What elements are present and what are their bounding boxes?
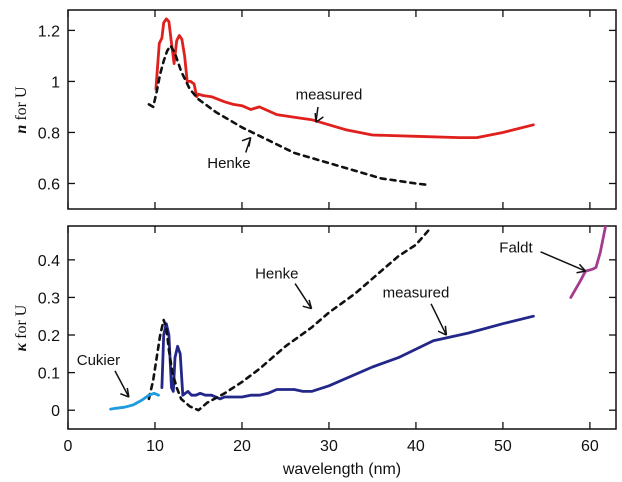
bottom-annotation-faldt: Faldt — [499, 239, 533, 256]
top-annotation-henke: Henke — [207, 155, 250, 172]
top-y-axis-symbol: n — [13, 125, 30, 134]
bottom-y-axis-symbol: κ — [13, 342, 30, 351]
x-tick-label: 50 — [494, 438, 512, 455]
x-axis-label: wavelength (nm) — [282, 461, 401, 478]
bottom-y-tick-label: 0.3 — [38, 290, 60, 307]
bottom-panel: 0 0.1 0.2 0.3 0.4 0 10 20 30 40 50 60 Henke measured C… — [38, 226, 616, 455]
top-panel-frame — [67, 9, 617, 210]
bottom-annotation-arrow-cukier — [114, 370, 130, 398]
bottom-annotation-cukier: Cukier — [77, 352, 120, 369]
bottom-y-tick-label: 0.1 — [38, 366, 60, 383]
bottom-series-henke — [147, 228, 431, 412]
top-y-axis-suffix: for U — [13, 86, 30, 125]
top-annotation-arrowhead-henke — [241, 136, 252, 147]
top-y-tick-label: 1.2 — [38, 23, 60, 40]
x-tick-label: 10 — [146, 438, 164, 455]
x-tick-label: 40 — [407, 438, 425, 455]
x-tick-label: 20 — [233, 438, 251, 455]
bottom-series-measured — [160, 314, 535, 401]
bottom-series-group — [109, 226, 607, 412]
bottom-annotation-arrowhead-henke — [302, 299, 313, 310]
top-series-group — [147, 17, 535, 187]
bottom-annotation-arrow-henke — [294, 283, 313, 310]
bottom-panel-frame — [67, 225, 617, 430]
top-series-henke — [147, 44, 429, 187]
bottom-annotation-arrowhead-cukier — [120, 387, 130, 398]
bottom-y-tick-label: 0 — [51, 403, 60, 420]
x-tick-label: 60 — [581, 438, 599, 455]
bottom-annotation-arrowhead-faldt — [576, 263, 587, 274]
bottom-annotation-measured: measured — [383, 284, 450, 301]
top-y-tick-label: 0.6 — [38, 176, 60, 193]
top-y-tick-label: 0.8 — [38, 125, 60, 142]
bottom-y-tick-label: 0.2 — [38, 328, 60, 345]
bottom-annotation-arrowhead-measured — [437, 325, 448, 336]
bottom-y-tick-label: 0.4 — [38, 253, 60, 270]
top-series-measured — [154, 17, 535, 139]
bottom-annotation-henke: Henke — [255, 266, 298, 283]
x-tick-label: 30 — [320, 438, 338, 455]
bottom-annotation-arrow-faldt — [540, 251, 586, 272]
top-y-axis-label: n for U — [13, 86, 30, 134]
bottom-y-axis-label: κ for U — [13, 304, 30, 351]
top-annotation-arrowhead-measured — [314, 113, 324, 123]
bottom-series-faldt — [569, 226, 607, 299]
top-y-tick-label: 1 — [51, 74, 60, 91]
bottom-series-cukier — [109, 391, 160, 411]
x-tick-label: 0 — [64, 438, 73, 455]
top-panel: 0.6 0.8 1 1.2 measured Henke — [38, 10, 616, 209]
bottom-y-axis-suffix: for U — [13, 304, 30, 343]
bottom-annotation-arrow-measured — [430, 303, 448, 336]
top-annotation-measured: measured — [296, 86, 363, 103]
